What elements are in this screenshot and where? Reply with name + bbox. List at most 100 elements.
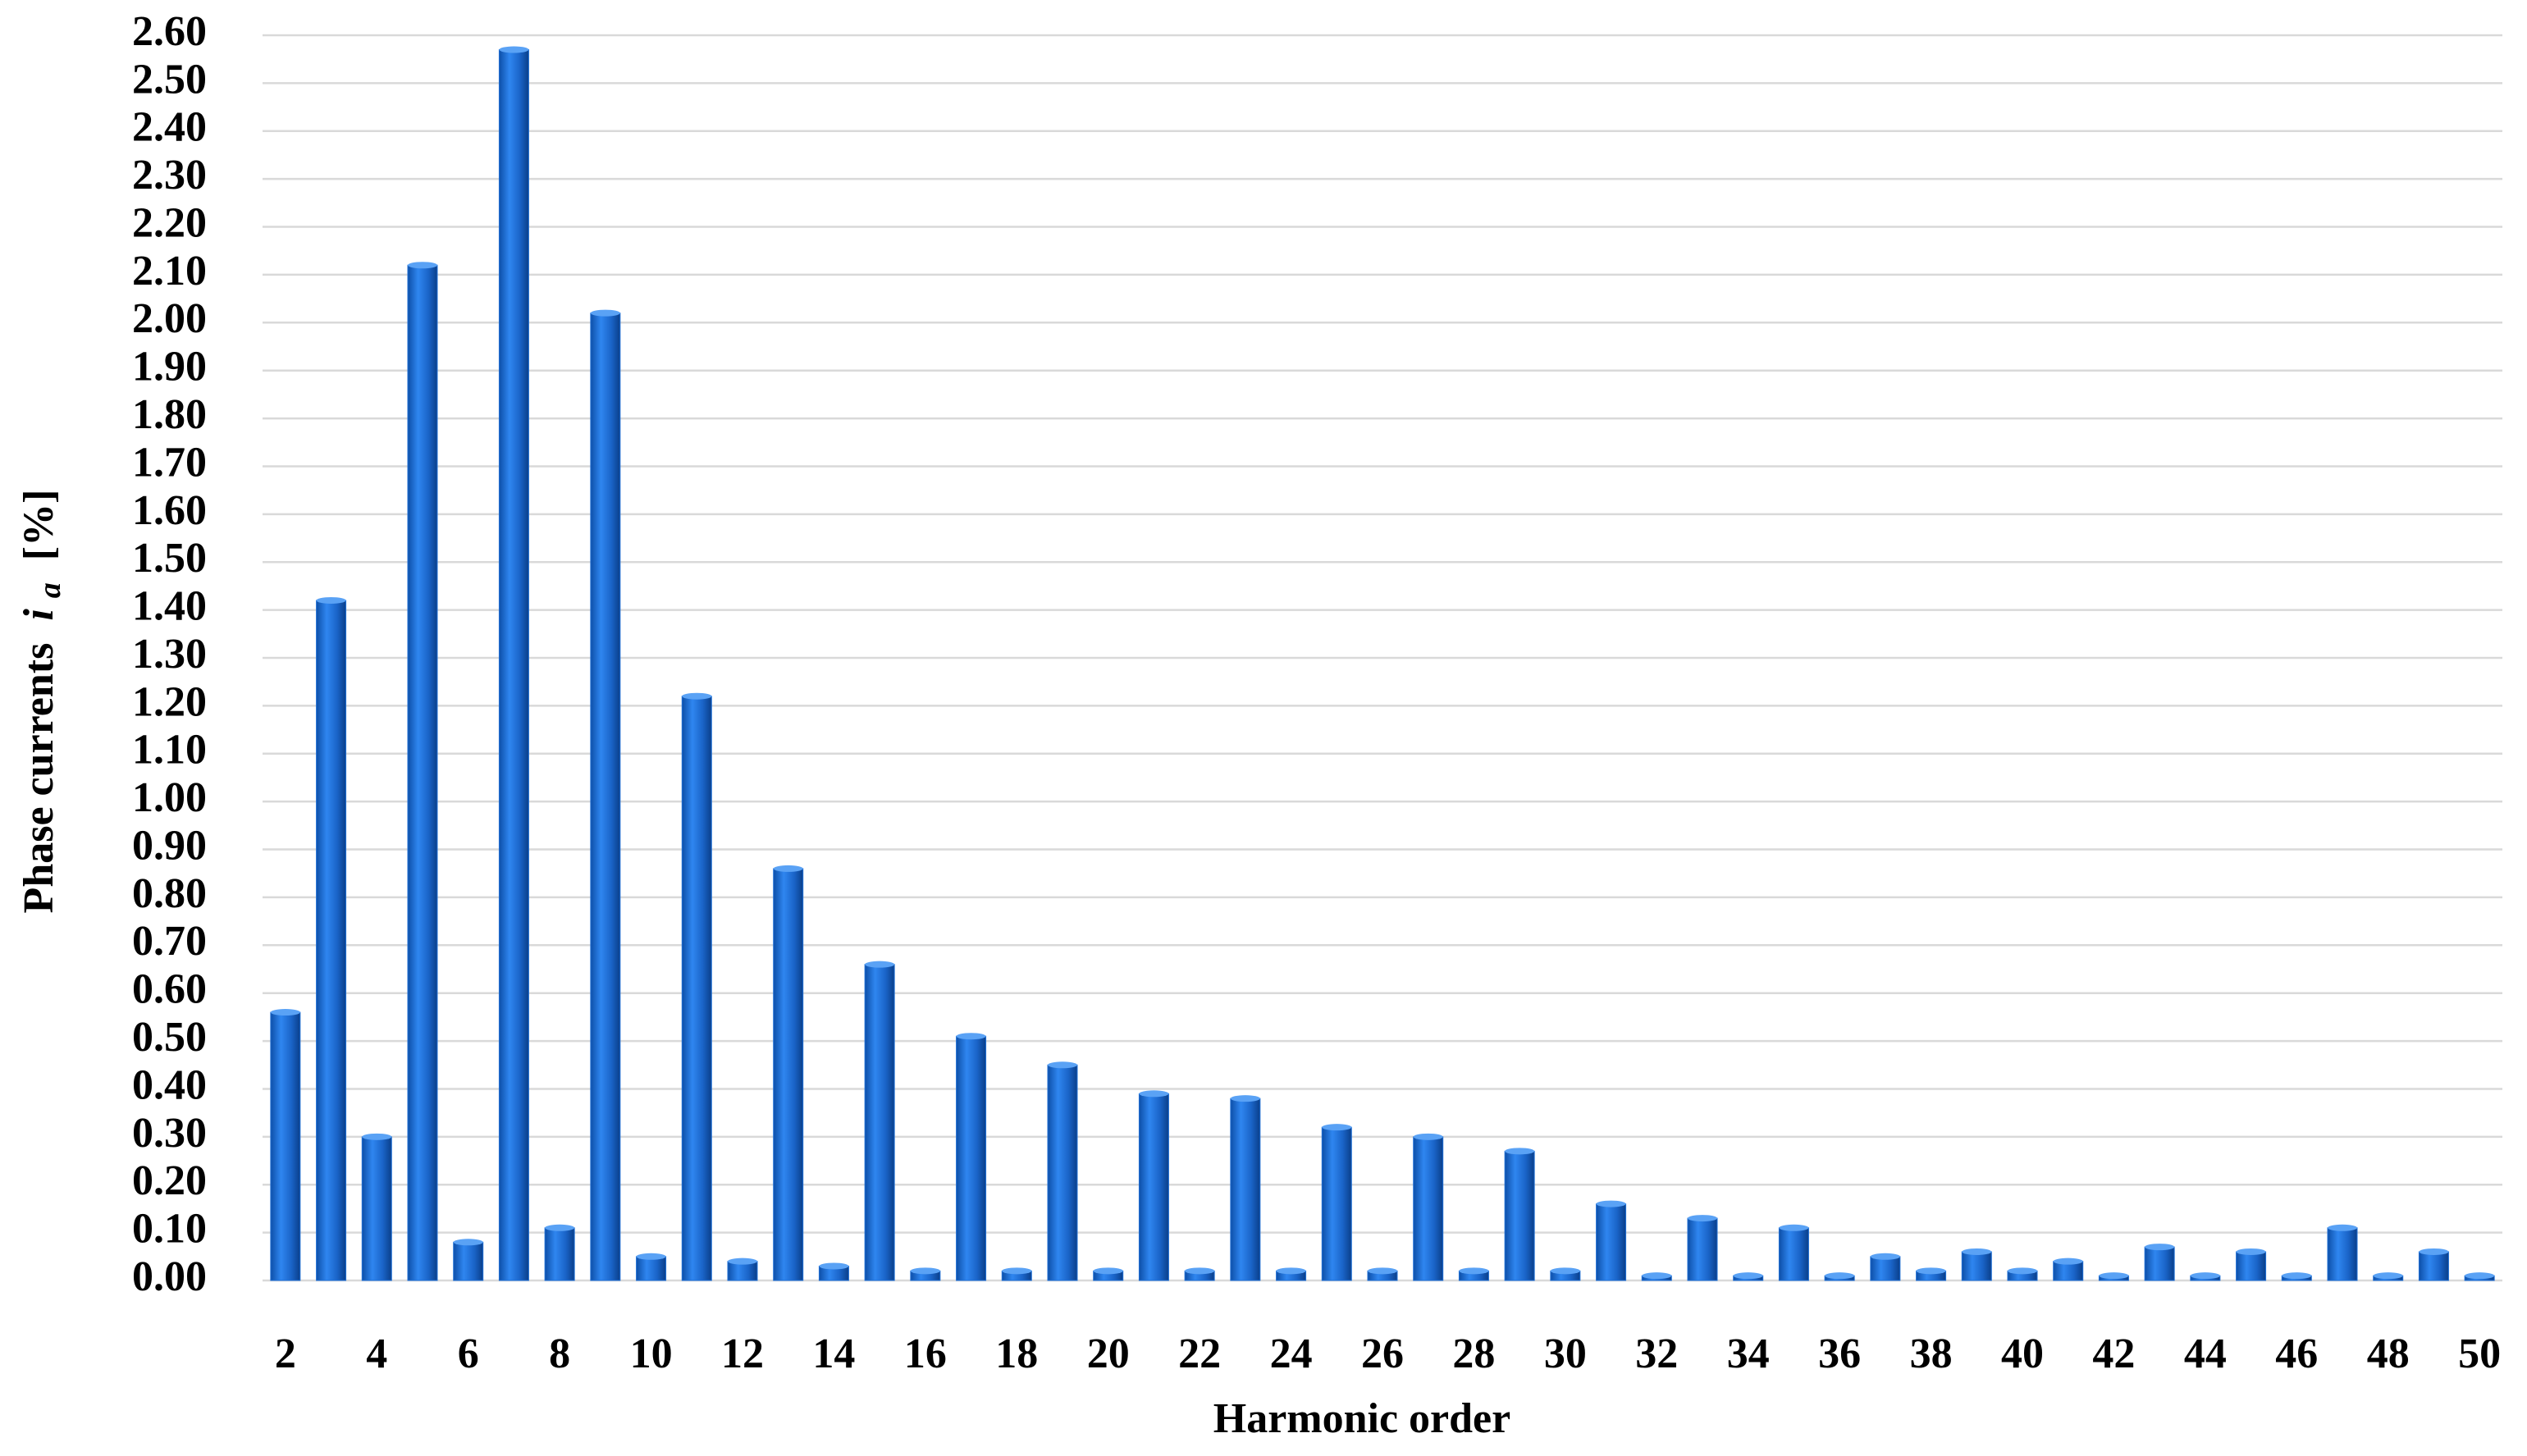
bar-cap (2008, 1267, 2037, 1275)
bar-cap (2419, 1248, 2449, 1255)
bar (453, 1241, 484, 1281)
x-tick-label: 20 (1087, 1330, 1130, 1377)
bar-cap (682, 692, 712, 700)
y-tick-label: 0.00 (132, 1253, 207, 1300)
bar (361, 1136, 392, 1281)
bar-cap (1870, 1253, 1900, 1260)
bar (1138, 1093, 1169, 1281)
x-tick-label: 32 (1635, 1330, 1678, 1377)
x-tick-label: 4 (366, 1330, 387, 1377)
bar (1961, 1251, 1992, 1281)
bar (681, 696, 712, 1281)
bar-cap (1048, 1061, 1077, 1069)
x-tick-label: 50 (2458, 1330, 2501, 1377)
y-tick-label: 0.40 (132, 1061, 207, 1108)
x-axis-title: Harmonic order (1213, 1395, 1510, 1442)
y-tick-label: 0.60 (132, 966, 207, 1013)
bar-cap (910, 1267, 940, 1275)
bar-cap (1368, 1267, 1397, 1275)
bar-cap (1962, 1248, 1992, 1255)
y-tick-label: 2.00 (132, 295, 207, 342)
y-tick-label: 1.40 (132, 583, 207, 630)
y-tick-label: 2.10 (132, 248, 207, 294)
y-tick-label: 1.20 (132, 678, 207, 725)
y-tick-label: 0.30 (132, 1110, 207, 1157)
bar (2327, 1227, 2358, 1281)
bar (2236, 1251, 2267, 1281)
y-tick-label: 1.90 (132, 344, 207, 390)
y-tick-label: 1.30 (132, 631, 207, 678)
bar (636, 1256, 667, 1281)
bar-cap (819, 1262, 849, 1270)
bar-cap (1093, 1267, 1123, 1275)
bar-cap (1322, 1124, 1352, 1131)
bar (590, 313, 621, 1281)
bar (2418, 1251, 2449, 1281)
bar (773, 868, 804, 1281)
y-tick-label: 1.70 (132, 439, 207, 486)
y-title-unit: [%] (16, 490, 62, 561)
y-tick-label: 1.60 (132, 487, 207, 534)
x-tick-label: 48 (2367, 1330, 2410, 1377)
x-tick-label: 36 (1818, 1330, 1861, 1377)
bar-cap (865, 961, 895, 968)
x-tick-label: 10 (630, 1330, 673, 1377)
bar (1778, 1227, 1809, 1281)
bar-cap (1413, 1133, 1443, 1140)
y-tick-label: 0.10 (132, 1206, 207, 1253)
bar (1870, 1256, 1901, 1281)
x-tick-label: 44 (2184, 1330, 2227, 1377)
y-tick-label: 0.80 (132, 870, 207, 917)
bar (1321, 1126, 1352, 1281)
bar-cap (1779, 1224, 1809, 1231)
bar (316, 600, 347, 1281)
bar-cap (2190, 1272, 2220, 1280)
bar (1687, 1217, 1718, 1281)
bar-cap (1733, 1272, 1763, 1280)
bar (2144, 1246, 2175, 1281)
bar-cap (1230, 1095, 1260, 1102)
x-tick-label: 14 (812, 1330, 855, 1377)
x-tick-label: 16 (904, 1330, 947, 1377)
y-tick-label: 0.70 (132, 918, 207, 965)
bar-cap (270, 1009, 300, 1016)
y-tick-label: 2.40 (132, 104, 207, 151)
bar-cap (1688, 1215, 1717, 1222)
bar-cap (2236, 1248, 2266, 1255)
bar-cap (1916, 1267, 1946, 1275)
x-tick-label: 2 (275, 1330, 296, 1377)
bar (1504, 1150, 1535, 1281)
y-tick-label: 0.50 (132, 1014, 207, 1061)
y-tick-label: 0.90 (132, 822, 207, 869)
y-title-subscript: a (33, 582, 67, 598)
x-tick-label: 12 (721, 1330, 764, 1377)
x-tick-label: 46 (2275, 1330, 2318, 1377)
bar-cap (1505, 1148, 1535, 1155)
x-tick-label: 40 (2001, 1330, 2044, 1377)
y-tick-label: 2.60 (132, 8, 207, 55)
bar-cap (2145, 1244, 2175, 1251)
bar (407, 264, 438, 1281)
x-tick-label: 6 (458, 1330, 479, 1377)
x-tick-label: 42 (2092, 1330, 2135, 1377)
x-tick-label: 26 (1361, 1330, 1404, 1377)
x-tick-label: 8 (549, 1330, 570, 1377)
bar-cap (956, 1033, 986, 1040)
bar-cap (2465, 1272, 2495, 1280)
bar-cap (408, 262, 437, 269)
y-tick-label: 1.80 (132, 391, 207, 438)
bar-cap (1642, 1272, 1672, 1280)
y-tick-label: 1.10 (132, 727, 207, 774)
bar-cap (1139, 1090, 1169, 1098)
bar-cap (453, 1239, 483, 1246)
x-tick-label: 38 (1910, 1330, 1953, 1377)
bar-cap (2099, 1272, 2129, 1280)
x-tick-label: 28 (1452, 1330, 1495, 1377)
y-tick-label: 2.20 (132, 199, 207, 246)
x-tick-label: 24 (1270, 1330, 1313, 1377)
y-tick-label: 1.50 (132, 535, 207, 582)
bar-cap (1825, 1272, 1855, 1280)
y-title-symbol: i (16, 609, 62, 621)
bar-cap (499, 46, 529, 53)
